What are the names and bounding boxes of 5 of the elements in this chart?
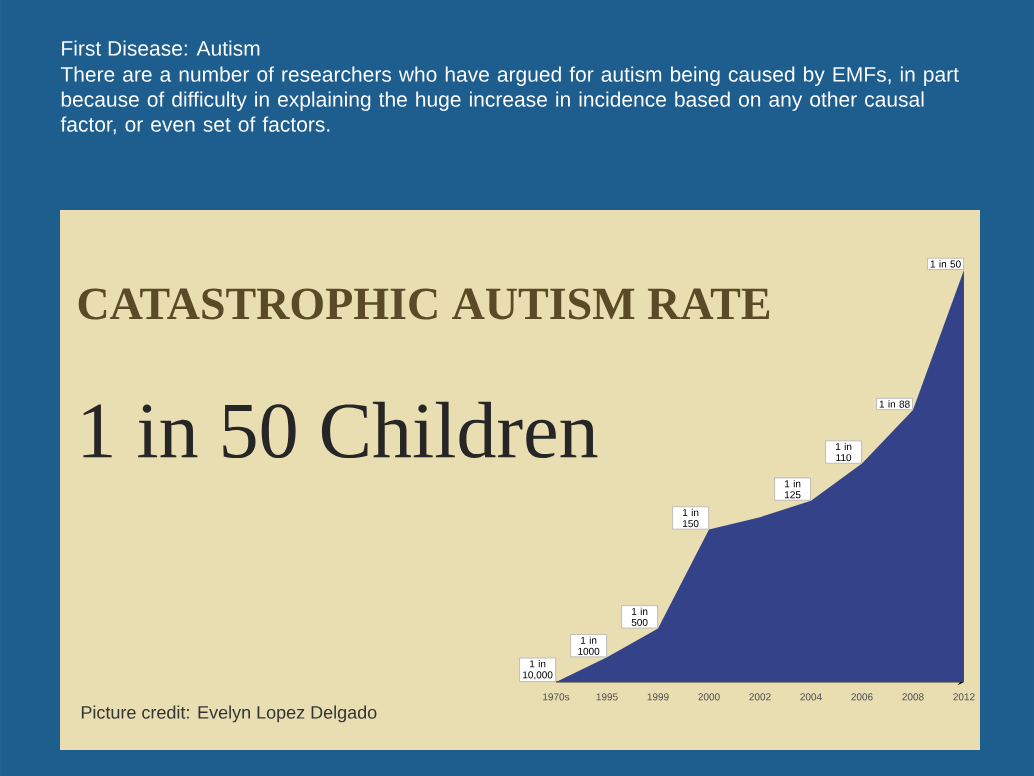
text: Picture credit: Evelyn Lopez Delgado xyxy=(81,705,377,723)
chart-title: CATASTROPHIC AUTISM RATE xyxy=(78,288,770,320)
text: First Disease: Autism xyxy=(62,40,260,56)
text: 1 in 50 Children xyxy=(83,401,598,459)
text: There are a number of researchers who have argued for autism being caused by EMFs, in part because of difficulty in explaining the huge increase in incidence based on any other causal factor, or even set of factors. xyxy=(60,66,959,135)
